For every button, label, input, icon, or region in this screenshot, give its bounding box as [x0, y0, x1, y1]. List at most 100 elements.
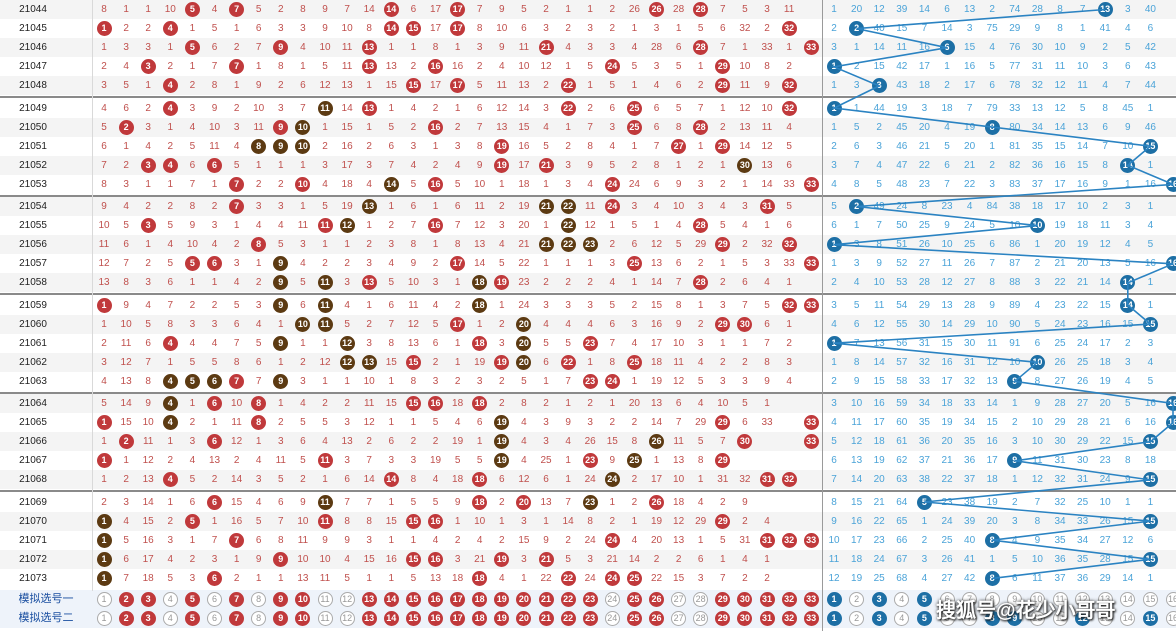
sim-ball[interactable]: 20 — [516, 611, 532, 627]
sim-front-26[interactable]: 26 — [647, 609, 667, 628]
sim-front-6[interactable]: 6 — [205, 590, 225, 609]
sim-ball[interactable]: 13 — [361, 611, 377, 627]
sim-ball[interactable]: 20 — [516, 592, 532, 607]
sim-ball[interactable]: 4 — [894, 611, 910, 627]
sim-ball[interactable]: 2 — [118, 611, 134, 627]
sim-ball[interactable]: 5 — [184, 592, 200, 607]
sim-front-17[interactable]: 17 — [448, 609, 468, 628]
sim-ball[interactable]: 1 — [826, 611, 842, 627]
sim-front-22[interactable]: 22 — [558, 609, 578, 628]
sim-back-12[interactable]: 12 — [1073, 609, 1093, 628]
sim-front-11[interactable]: 11 — [315, 609, 335, 628]
sim-ball[interactable]: 10 — [295, 611, 311, 627]
sim-back-6[interactable]: 6 — [937, 590, 957, 609]
sim-ball[interactable]: 23 — [582, 592, 598, 607]
sim-ball[interactable]: 5 — [916, 592, 932, 607]
sim-back-7[interactable]: 7 — [960, 590, 980, 609]
sim-ball[interactable]: 27 — [671, 592, 687, 607]
sim-front-23[interactable]: 23 — [580, 609, 600, 628]
sim-ball[interactable]: 32 — [781, 611, 797, 627]
sim-front-17[interactable]: 17 — [448, 590, 468, 609]
sim-ball[interactable]: 30 — [737, 611, 753, 627]
sim-back-5[interactable]: 5 — [914, 590, 934, 609]
sim-ball[interactable]: 18 — [472, 592, 488, 607]
sim-front-15[interactable]: 15 — [403, 609, 423, 628]
sim-ball[interactable]: 12 — [339, 611, 355, 627]
sim-ball[interactable]: 8 — [984, 611, 1000, 627]
sim-ball[interactable]: 15 — [1142, 611, 1158, 627]
sim-ball[interactable]: 28 — [693, 592, 709, 607]
sim-front-24[interactable]: 24 — [602, 609, 622, 628]
sim-ball[interactable]: 3 — [140, 611, 156, 627]
sim-ball[interactable]: 5 — [184, 611, 200, 627]
sim-ball[interactable]: 10 — [1029, 611, 1045, 627]
sim-front-6[interactable]: 6 — [205, 609, 225, 628]
sim-front-15[interactable]: 15 — [403, 590, 423, 609]
sim-ball[interactable]: 16 — [428, 611, 443, 627]
sim-ball[interactable]: 1 — [96, 592, 112, 607]
sim-back-4[interactable]: 4 — [892, 609, 912, 628]
sim-ball[interactable]: 23 — [582, 611, 598, 627]
sim-front-4[interactable]: 4 — [160, 590, 180, 609]
sim-ball[interactable]: 9 — [273, 611, 289, 627]
sim-ball[interactable]: 9 — [1007, 611, 1023, 627]
sim-front-18[interactable]: 18 — [470, 609, 490, 628]
sim-front-12[interactable]: 12 — [337, 609, 357, 628]
sim-ball[interactable]: 32 — [781, 592, 797, 607]
sim-back-14[interactable]: 14 — [1118, 590, 1138, 609]
sim-ball[interactable]: 8 — [251, 611, 267, 627]
sim-front-4[interactable]: 4 — [160, 609, 180, 628]
sim-ball[interactable]: 24 — [604, 592, 620, 607]
sim-front-7[interactable]: 7 — [227, 590, 247, 609]
sim-ball[interactable]: 24 — [604, 611, 620, 627]
sim-front-18[interactable]: 18 — [470, 590, 490, 609]
sim-ball[interactable]: 21 — [538, 592, 554, 607]
sim-ball[interactable]: 19 — [494, 592, 510, 607]
sim-ball[interactable]: 10 — [295, 592, 311, 607]
sim-front-11[interactable]: 11 — [315, 590, 335, 609]
sim-ball[interactable]: 7 — [229, 592, 245, 607]
sim-back-5[interactable]: 5 — [914, 609, 934, 628]
sim-ball[interactable]: 18 — [472, 611, 488, 627]
sim-back-2[interactable]: 2 — [847, 590, 867, 609]
sim-front-27[interactable]: 27 — [669, 590, 689, 609]
sim-ball[interactable]: 22 — [560, 592, 576, 607]
sim-front-33[interactable]: 33 — [801, 609, 821, 628]
sim-ball[interactable]: 1 — [96, 611, 112, 627]
sim-back-11[interactable]: 11 — [1050, 609, 1070, 628]
sim-ball[interactable]: 7 — [962, 592, 978, 607]
sim-ball[interactable]: 33 — [803, 592, 819, 607]
sim-ball[interactable]: 31 — [759, 611, 775, 627]
sim-ball[interactable]: 2 — [118, 592, 134, 607]
sim-ball[interactable]: 14 — [1120, 611, 1136, 627]
sim-ball[interactable]: 9 — [273, 592, 289, 607]
sim-front-24[interactable]: 24 — [602, 590, 622, 609]
sim-front-1[interactable]: 1 — [94, 609, 114, 628]
sim-back-8[interactable]: 8 — [982, 609, 1002, 628]
sim-front-19[interactable]: 19 — [492, 590, 512, 609]
sim-back-8[interactable]: 8 — [982, 590, 1002, 609]
sim-back-15[interactable]: 15 — [1140, 609, 1160, 628]
sim-front-28[interactable]: 28 — [691, 609, 711, 628]
sim-ball[interactable]: 2 — [849, 592, 865, 607]
sim-front-12[interactable]: 12 — [337, 590, 357, 609]
sim-ball[interactable]: 15 — [405, 592, 421, 607]
sim-ball[interactable]: 17 — [450, 592, 466, 607]
sim-front-14[interactable]: 14 — [381, 609, 401, 628]
sim-ball[interactable]: 7 — [962, 611, 978, 627]
sim-ball[interactable]: 11 — [1052, 592, 1068, 607]
sim-ball[interactable]: 4 — [162, 611, 178, 627]
sim-back-10[interactable]: 10 — [1027, 590, 1047, 609]
sim-front-5[interactable]: 5 — [182, 609, 202, 628]
sim-ball[interactable]: 26 — [649, 592, 664, 607]
sim-front-7[interactable]: 7 — [227, 609, 247, 628]
sim-ball[interactable]: 16 — [428, 592, 443, 607]
sim-ball[interactable]: 6 — [207, 611, 222, 627]
sim-ball[interactable]: 13 — [1097, 592, 1113, 607]
sim-front-13[interactable]: 13 — [359, 590, 379, 609]
sim-front-25[interactable]: 25 — [624, 609, 644, 628]
sim-back-15[interactable]: 15 — [1140, 590, 1160, 609]
sim-back-1[interactable]: 1 — [824, 590, 844, 609]
sim-front-3[interactable]: 3 — [138, 609, 158, 628]
sim-front-23[interactable]: 23 — [580, 590, 600, 609]
